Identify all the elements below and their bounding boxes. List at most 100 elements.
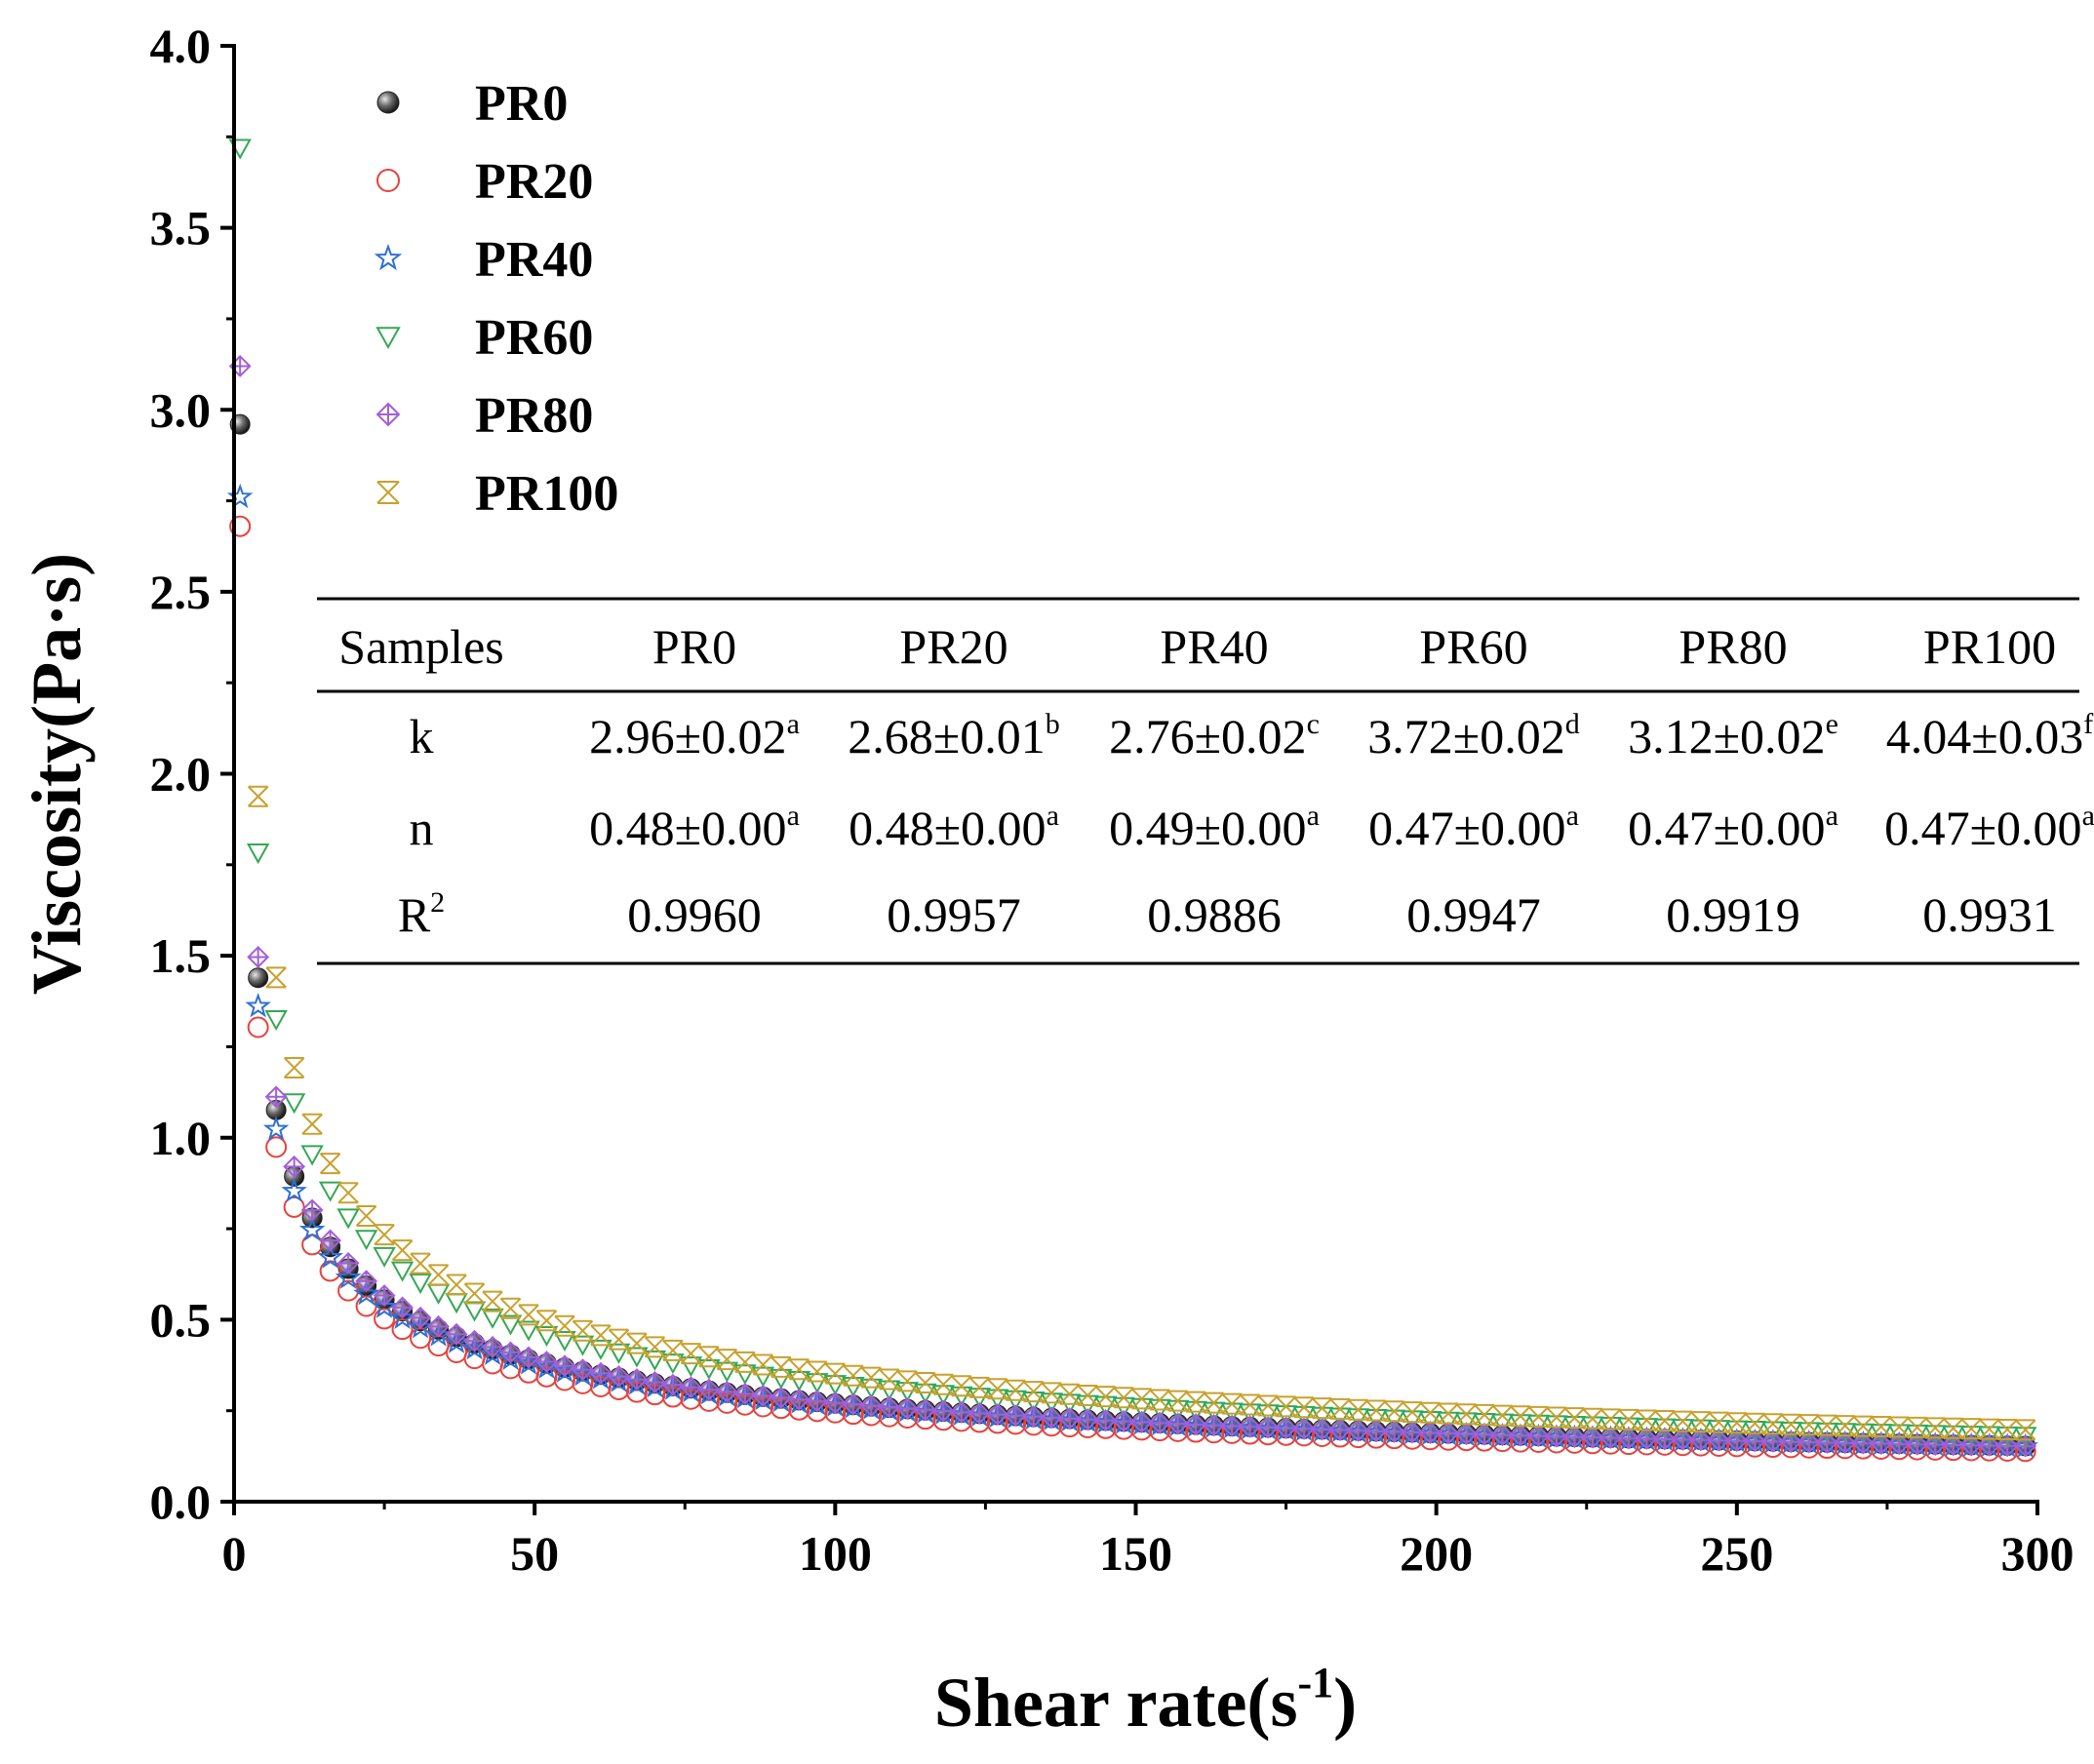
point-PR80-51 <box>1148 1411 1171 1434</box>
point-PR100-95 <box>1943 1417 1964 1439</box>
point-PR100-64 <box>1383 1400 1405 1423</box>
point-PR60-1 <box>246 843 270 865</box>
point-PR60-7 <box>354 1230 378 1251</box>
table-cell: 0.9947 <box>1406 887 1541 942</box>
legend-item-PR20: PR20 <box>376 154 593 210</box>
point-PR20-5 <box>319 1260 341 1282</box>
point-PR100-34 <box>843 1364 864 1387</box>
point-PR100-37 <box>896 1370 919 1392</box>
point-PR40-2 <box>262 1116 290 1141</box>
point-PR100-97 <box>1978 1418 2000 1440</box>
point-PR80-79 <box>1653 1428 1677 1451</box>
legend-item-PR60: PR60 <box>375 310 593 366</box>
point-PR80-4 <box>300 1198 324 1222</box>
point-PR60-96 <box>1959 1426 1983 1447</box>
point-PR80-48 <box>1094 1409 1118 1432</box>
point-PR60-12 <box>445 1293 468 1314</box>
point-PR80-68 <box>1455 1423 1478 1446</box>
x-tick-label: 50 <box>510 1526 559 1581</box>
y-tick-label: 1.5 <box>150 928 212 983</box>
point-PR60-98 <box>1995 1426 2019 1447</box>
point-PR40-12 <box>443 1328 470 1353</box>
point-PR60-32 <box>806 1373 829 1394</box>
point-PR80-63 <box>1364 1420 1388 1443</box>
y-tick-label: 2.0 <box>150 747 212 802</box>
point-PR80-64 <box>1383 1421 1405 1443</box>
point-PR100-21 <box>608 1328 630 1351</box>
point-PR100-98 <box>1996 1418 2018 1440</box>
point-PR80-14 <box>481 1335 504 1358</box>
table-cell: 0.9960 <box>627 887 762 942</box>
point-PR100-81 <box>1690 1411 1712 1433</box>
point-PR80-12 <box>445 1322 468 1346</box>
point-PR100-76 <box>1600 1408 1622 1431</box>
point-PR100-85 <box>1762 1413 1784 1435</box>
point-PR60-93 <box>1906 1424 1929 1445</box>
point-PR60-83 <box>1725 1420 1749 1441</box>
point-PR80-19 <box>572 1358 594 1382</box>
point-PR80-23 <box>644 1371 666 1393</box>
table-cell: 2.76±0.02c <box>1109 708 1320 764</box>
point-PR80-56 <box>1239 1415 1262 1438</box>
table-cell: 3.72±0.02d <box>1367 708 1579 764</box>
x-axis-title: Shear rate(s-1) <box>934 1659 1357 1742</box>
point-PR100-83 <box>1726 1412 1748 1434</box>
point-PR100-41 <box>968 1376 990 1398</box>
point-PR80-32 <box>806 1390 829 1413</box>
point-PR80-33 <box>823 1392 847 1414</box>
table-header: PR0 <box>652 619 736 674</box>
point-PR80-6 <box>336 1252 360 1274</box>
table-row-label: k <box>410 709 434 764</box>
point-PR20-8 <box>374 1308 396 1330</box>
point-PR80-67 <box>1437 1422 1460 1445</box>
point-PR20-1 <box>247 1016 269 1039</box>
point-PR60-28 <box>733 1364 757 1386</box>
point-PR60-92 <box>1887 1424 1911 1445</box>
point-PR100-26 <box>698 1346 720 1368</box>
point-PR100-3 <box>283 1056 305 1078</box>
point-PR80-89 <box>1834 1431 1857 1455</box>
point-PR80-76 <box>1599 1427 1622 1450</box>
point-PR100-6 <box>337 1182 359 1204</box>
point-PR80-54 <box>1203 1414 1226 1437</box>
point-PR80-25 <box>679 1376 702 1399</box>
point-PR100-57 <box>1257 1394 1279 1417</box>
legend-label: PR0 <box>475 76 568 132</box>
point-PR60-23 <box>643 1350 667 1371</box>
point-PR80-65 <box>1401 1421 1424 1444</box>
y-tick-label: 2.5 <box>150 565 212 619</box>
point-PR100-63 <box>1365 1399 1387 1422</box>
point-PR100-38 <box>915 1372 936 1394</box>
point-PR100-50 <box>1130 1388 1153 1410</box>
point-PR80-9 <box>391 1296 414 1319</box>
point-PR100-46 <box>1058 1383 1081 1405</box>
point-PR40-7 <box>353 1280 379 1306</box>
point-PR80-73 <box>1545 1425 1568 1448</box>
table-header: PR20 <box>899 619 1007 674</box>
point-PR100-20 <box>590 1324 612 1347</box>
y-tick-label: 0.0 <box>150 1474 212 1529</box>
point-PR100-19 <box>572 1319 594 1342</box>
point-PR60-24 <box>661 1353 685 1375</box>
point-PR100-14 <box>482 1290 503 1313</box>
point-PR60-9 <box>390 1261 415 1282</box>
point-PR40-4 <box>298 1216 326 1241</box>
point-PR80-42 <box>986 1403 1009 1427</box>
point-PR80-71 <box>1509 1424 1532 1447</box>
legend-item-PR100: PR100 <box>376 466 618 522</box>
x-tick-label: 200 <box>1400 1526 1473 1581</box>
y-axis-title: Viscosity(Pa·s) <box>18 553 96 995</box>
point-PR100-43 <box>1005 1379 1026 1401</box>
legend-marker-PR100 <box>376 481 400 504</box>
y-tick-label: 1.0 <box>150 1111 212 1165</box>
table-cell: 0.47±0.00a <box>1884 800 2094 855</box>
point-PR60-88 <box>1815 1422 1838 1443</box>
point-PR100-87 <box>1798 1414 1820 1436</box>
point-PR100-27 <box>716 1349 738 1371</box>
y-tick-label: 4.0 <box>150 19 212 73</box>
point-PR80-26 <box>697 1378 721 1401</box>
point-PR80-28 <box>733 1383 757 1405</box>
point-PR60-29 <box>751 1366 775 1388</box>
table-cell: 0.9931 <box>1922 887 2057 942</box>
point-PR20-9 <box>391 1318 414 1341</box>
